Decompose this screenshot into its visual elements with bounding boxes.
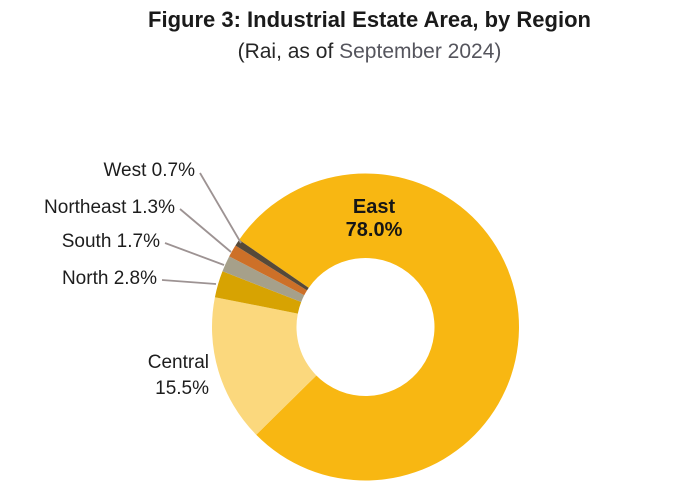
callout-central-name: Central — [147, 352, 209, 373]
callout-east-name: East — [352, 196, 396, 218]
callout-central: Central 15.5% — [148, 350, 209, 402]
leader-line-south — [164, 242, 225, 266]
slice-west — [235, 239, 309, 291]
callout-east: East 78.0% — [346, 196, 403, 242]
slice-northeast — [229, 245, 308, 296]
callout-north: North 2.8% — [61, 268, 157, 289]
callout-east-value: 78.0% — [345, 219, 403, 241]
leader-line-northeast — [179, 208, 232, 253]
subtitle-date: September 2024) — [339, 40, 502, 63]
leader-line-north — [161, 279, 217, 285]
callout-south: South 1.7% — [61, 231, 160, 252]
figure-subtitle: (Rai, as of September 2024) — [26, 39, 687, 65]
callout-west: West 0.7% — [103, 160, 195, 181]
figure-header: Figure 3: Industrial Estate Area, by Reg… — [26, 0, 687, 65]
slice-south — [222, 256, 305, 302]
figure-title: Figure 3: Industrial Estate Area, by Reg… — [148, 7, 591, 32]
slice-north — [214, 271, 302, 314]
slice-central — [211, 297, 317, 435]
leader-line-west — [199, 172, 242, 244]
callout-central-value: 15.5% — [155, 378, 209, 399]
subtitle-prefix: (Rai, as of — [237, 40, 340, 63]
callout-northeast: Northeast 1.3% — [44, 197, 175, 218]
slice-east — [239, 173, 520, 481]
